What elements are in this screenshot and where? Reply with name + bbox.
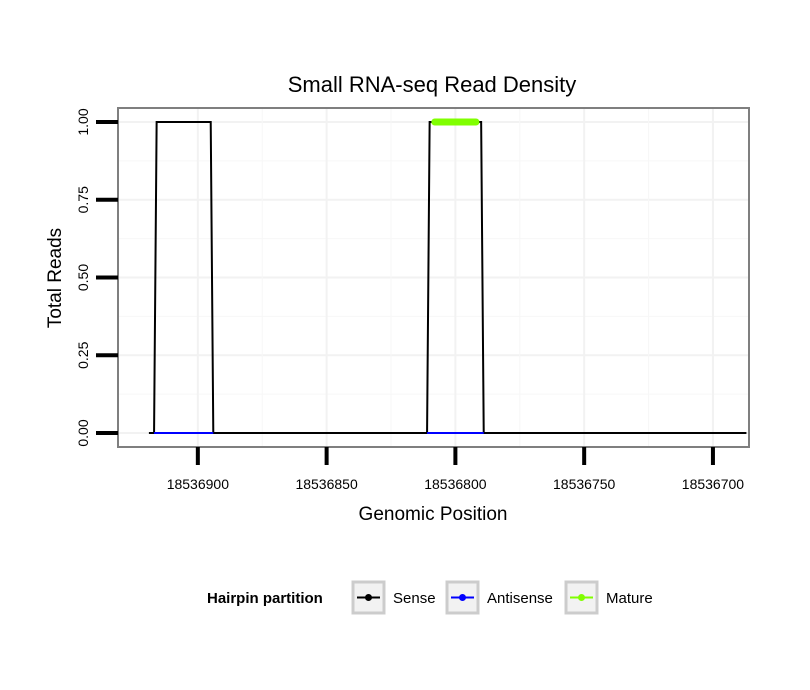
- legend-key-dot: [459, 594, 466, 601]
- legend: Hairpin partition Sense Antisense Mature: [207, 580, 653, 615]
- legend-key-mature: [564, 580, 599, 615]
- legend-title: Hairpin partition: [207, 590, 323, 607]
- chart-title: Small RNA-seq Read Density: [288, 72, 577, 97]
- x-tick-label: 18536800: [424, 476, 487, 492]
- x-tick-label: 18536900: [167, 476, 230, 492]
- series-layer: [148, 118, 747, 435]
- legend-label-antisense: Antisense: [487, 590, 553, 607]
- legend-key-antisense: [445, 580, 480, 615]
- x-tick-label: 18536750: [553, 476, 616, 492]
- y-axis-label: Total Reads: [45, 228, 66, 328]
- legend-key-dot: [365, 594, 372, 601]
- x-tick-label: 18536700: [682, 476, 745, 492]
- y-tick-label: 0.25: [75, 341, 91, 368]
- y-tick-label: 0.00: [75, 419, 91, 446]
- legend-key-sense: [351, 580, 386, 615]
- legend-label-mature: Mature: [606, 590, 653, 607]
- sense-line: [148, 120, 747, 435]
- legend-label-sense: Sense: [393, 590, 436, 607]
- y-tick-label: 0.50: [75, 264, 91, 291]
- legend-key-dot: [578, 594, 585, 601]
- axis-layer: 0.00 0.25 0.50 0.75 1.00 18536900 18536850 1853…: [75, 108, 744, 492]
- x-axis-label: Genomic Position: [359, 504, 508, 525]
- y-tick-label: 0.75: [75, 186, 91, 213]
- y-tick-label: 1.00: [75, 108, 91, 135]
- x-tick-label: 18536850: [295, 476, 358, 492]
